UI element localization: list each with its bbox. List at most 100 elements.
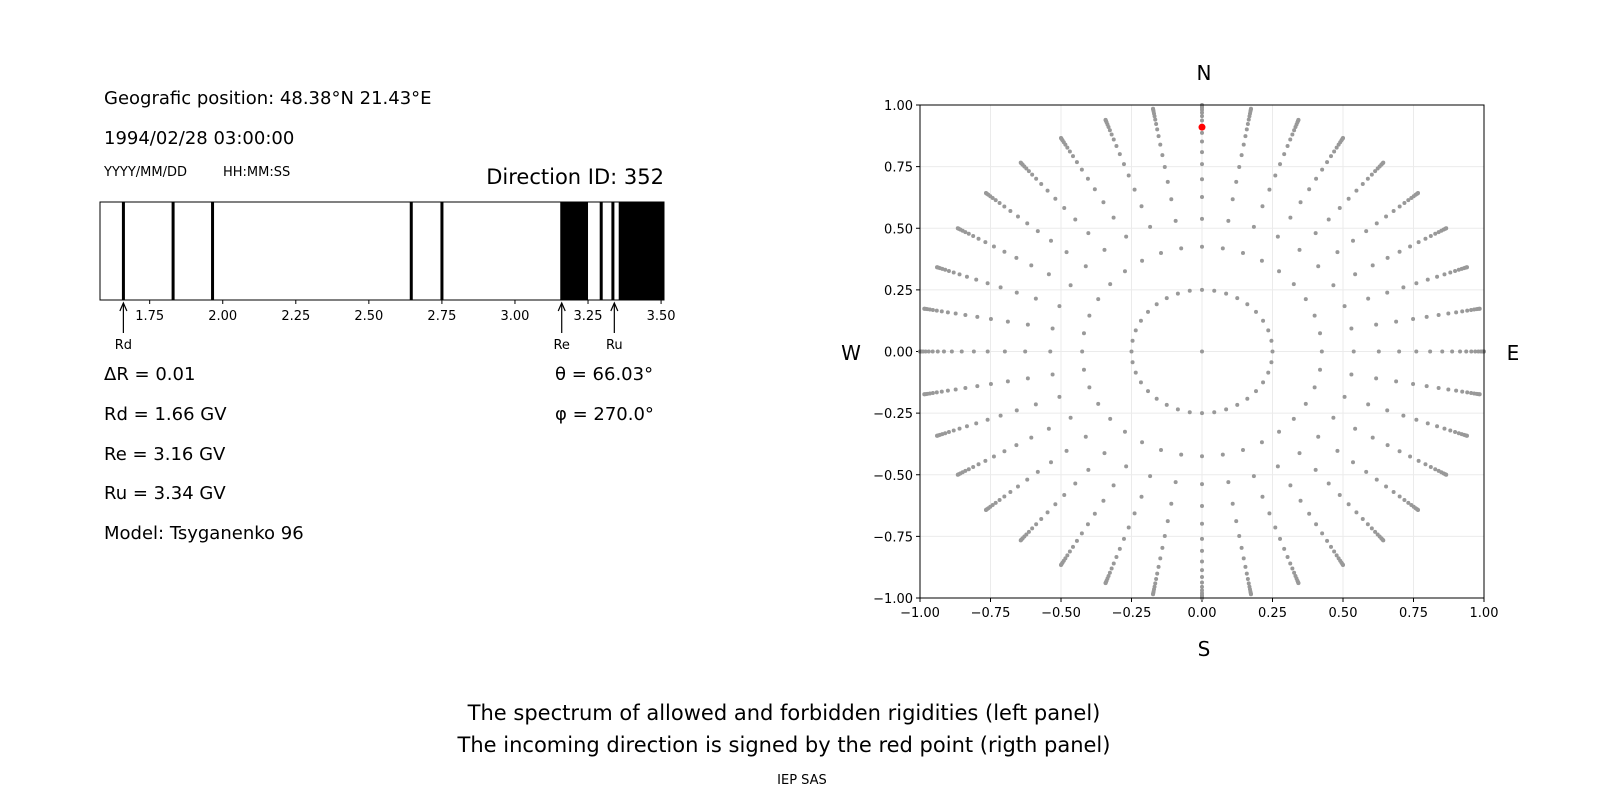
- x-tick-label: −0.25: [1112, 606, 1152, 621]
- grid-point: [1366, 296, 1371, 301]
- grid-point: [1200, 584, 1204, 589]
- grid-point: [1062, 493, 1067, 498]
- grid-point: [1039, 182, 1044, 187]
- grid-point: [959, 349, 964, 354]
- grid-point: [1444, 472, 1449, 477]
- grid-point: [1433, 467, 1438, 472]
- grid-point: [983, 240, 988, 245]
- grid-point: [1087, 313, 1092, 318]
- grid-point: [1083, 264, 1088, 269]
- grid-point: [1234, 179, 1239, 184]
- grid-point: [941, 349, 946, 354]
- spectrum-tick-label: 3.25: [574, 309, 603, 324]
- grid-point: [1200, 575, 1204, 580]
- grid-point: [1050, 326, 1055, 331]
- y-tick-label: 1.00: [884, 99, 913, 114]
- grid-point: [976, 462, 981, 467]
- grid-point: [1005, 379, 1010, 384]
- grid-point: [1068, 283, 1073, 288]
- grid-point: [1133, 328, 1138, 333]
- grid-point: [951, 428, 956, 433]
- grid-point: [1015, 214, 1020, 219]
- grid-point: [1200, 548, 1204, 553]
- grid-point: [1314, 522, 1319, 527]
- grid-point: [1251, 474, 1256, 479]
- grid-point: [1109, 566, 1114, 571]
- grid-point: [983, 458, 988, 463]
- grid-point: [1200, 287, 1204, 292]
- grid-point: [963, 385, 968, 390]
- y-tick-label: −0.75: [873, 530, 913, 545]
- grid-point: [1288, 483, 1293, 488]
- grid-point: [1151, 106, 1156, 111]
- grid-point: [1155, 571, 1160, 576]
- grid-point: [1045, 188, 1050, 193]
- caption-line-1: The spectrum of allowed and forbidden ri…: [467, 701, 1101, 725]
- grid-point: [1234, 519, 1239, 524]
- grid-point: [1230, 197, 1235, 202]
- grid-point: [1391, 208, 1396, 213]
- grid-point: [1312, 313, 1317, 318]
- grid-point: [955, 226, 960, 231]
- grid-point: [1139, 204, 1144, 209]
- grid-point: [1064, 448, 1069, 453]
- grid-point: [1245, 122, 1250, 127]
- grid-point: [974, 421, 979, 426]
- grid-point: [1326, 217, 1331, 222]
- grid-point: [1109, 132, 1114, 137]
- grid-point: [1351, 349, 1356, 354]
- marker-arrow-head-icon: [119, 301, 128, 312]
- grid-point: [1385, 290, 1390, 295]
- grid-point: [935, 433, 940, 438]
- grid-point: [1270, 349, 1275, 354]
- grid-point: [1085, 522, 1090, 527]
- delta-r-value: ΔR = 0.01: [104, 364, 195, 385]
- grid-point: [1002, 494, 1007, 499]
- grid-point: [974, 277, 979, 282]
- grid-point: [1014, 408, 1019, 413]
- grid-point: [1440, 349, 1445, 354]
- grid-point: [998, 413, 1003, 418]
- grid-point: [1145, 309, 1150, 314]
- grid-point: [1074, 538, 1079, 543]
- grid-point: [1033, 296, 1038, 301]
- grid-point: [1303, 297, 1308, 302]
- x-tick-label: 0.25: [1258, 606, 1287, 621]
- grid-point: [1025, 376, 1030, 381]
- grid-point: [1156, 134, 1161, 139]
- re-value: Re = 3.16 GV: [104, 444, 226, 465]
- x-tick-label: 0.50: [1329, 606, 1358, 621]
- grid-point: [1291, 282, 1296, 287]
- grid-point: [1394, 379, 1399, 384]
- marker-label-rd: Rd: [115, 338, 132, 353]
- grid-point: [1275, 234, 1280, 239]
- grid-point: [1460, 389, 1465, 394]
- grid-point: [1335, 250, 1340, 255]
- grid-point: [1370, 435, 1375, 440]
- compass-west: W: [841, 341, 861, 365]
- grid-point: [1138, 318, 1143, 323]
- grid-point: [1298, 200, 1303, 205]
- grid-point: [1469, 390, 1474, 395]
- grid-point: [976, 236, 981, 241]
- grid-point: [1444, 226, 1449, 231]
- grid-point: [1424, 314, 1429, 319]
- grid-point: [1384, 214, 1389, 219]
- grid-point: [1035, 229, 1040, 234]
- grid-point: [1316, 434, 1321, 439]
- grid-point: [1081, 331, 1086, 336]
- grid-point: [983, 507, 988, 512]
- grid-point: [1448, 270, 1453, 275]
- grid-point: [1122, 269, 1127, 274]
- grid-point: [1237, 165, 1242, 170]
- y-tick-label: 0.00: [884, 346, 913, 361]
- grid-point: [991, 244, 996, 249]
- grid-point: [1337, 205, 1342, 210]
- grid-point: [922, 392, 927, 397]
- grid-point: [1416, 240, 1421, 245]
- grid-point: [1139, 494, 1144, 499]
- grid-point: [991, 454, 996, 459]
- grid-point: [1453, 430, 1458, 435]
- grid-point: [922, 306, 927, 311]
